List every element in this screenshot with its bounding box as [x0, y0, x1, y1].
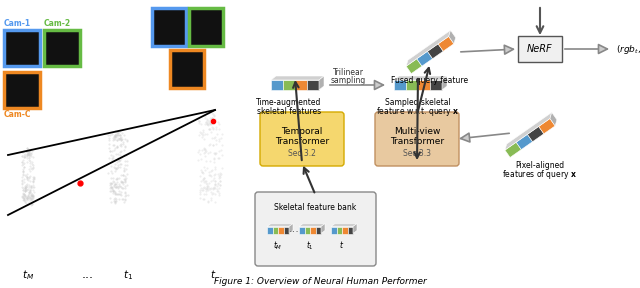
Text: $t$: $t$ — [339, 239, 344, 250]
Polygon shape — [406, 30, 451, 66]
Polygon shape — [289, 223, 293, 234]
Bar — [310, 226, 316, 234]
Text: Multi-view: Multi-view — [394, 127, 440, 136]
Bar — [305, 226, 310, 234]
Text: Trilinear: Trilinear — [333, 68, 364, 77]
Text: $\boldsymbol{d}$: $\boldsymbol{d}$ — [534, 0, 545, 3]
Polygon shape — [271, 76, 324, 80]
Bar — [4, 30, 40, 66]
Text: $t$: $t$ — [210, 268, 216, 280]
Polygon shape — [505, 112, 552, 150]
Text: Cam-C: Cam-C — [4, 110, 31, 119]
Text: Time-augmented: Time-augmented — [256, 98, 322, 107]
Polygon shape — [299, 223, 325, 226]
Text: sampling: sampling — [331, 76, 366, 85]
Text: Transformer: Transformer — [275, 137, 329, 146]
Bar — [4, 72, 40, 108]
Text: $t_M$: $t_M$ — [273, 239, 283, 251]
Text: Pixel-aligned: Pixel-aligned — [515, 161, 564, 170]
Bar — [516, 134, 532, 149]
Bar — [271, 80, 283, 90]
FancyBboxPatch shape — [375, 112, 459, 166]
Text: Fused query feature: Fused query feature — [392, 76, 468, 85]
Bar — [539, 119, 555, 134]
Bar — [505, 142, 522, 158]
Text: ...: ... — [289, 224, 300, 234]
Bar — [406, 59, 422, 74]
Bar — [284, 226, 289, 234]
Bar — [527, 126, 544, 142]
Bar — [348, 226, 353, 234]
Bar — [295, 80, 307, 90]
Bar — [438, 36, 454, 51]
Bar — [278, 226, 284, 234]
Bar — [152, 8, 186, 46]
Bar — [273, 226, 278, 234]
Bar — [299, 226, 305, 234]
Bar — [189, 8, 223, 46]
Polygon shape — [550, 112, 557, 126]
Bar — [331, 226, 337, 234]
Bar — [394, 80, 406, 90]
Bar — [283, 80, 295, 90]
Text: feature w.r.t. query $\mathbf{x}$: feature w.r.t. query $\mathbf{x}$ — [376, 105, 460, 118]
Bar — [44, 30, 80, 66]
Text: $(rgb_t, \sigma_t)$: $(rgb_t, \sigma_t)$ — [616, 43, 640, 56]
Text: skeletal features: skeletal features — [257, 107, 321, 116]
Polygon shape — [267, 223, 293, 226]
FancyBboxPatch shape — [260, 112, 344, 166]
Bar — [342, 226, 348, 234]
Polygon shape — [353, 223, 357, 234]
Bar — [307, 80, 319, 90]
Bar — [316, 226, 321, 234]
Polygon shape — [319, 76, 324, 90]
Polygon shape — [449, 30, 456, 44]
Text: $t_M$: $t_M$ — [22, 268, 34, 282]
Text: NeRF: NeRF — [527, 44, 553, 54]
Text: ...: ... — [82, 268, 94, 281]
Bar — [428, 44, 444, 59]
Bar — [418, 80, 430, 90]
Text: Figure 1: Overview of Neural Human Performer: Figure 1: Overview of Neural Human Perfo… — [214, 277, 426, 286]
Bar — [267, 226, 273, 234]
Text: Temporal: Temporal — [282, 127, 323, 136]
Text: $t_1$: $t_1$ — [123, 268, 133, 282]
Text: Sec 3.3: Sec 3.3 — [403, 149, 431, 158]
Text: Cam-2: Cam-2 — [44, 19, 71, 28]
Text: Sec 3.2: Sec 3.2 — [288, 149, 316, 158]
Polygon shape — [442, 76, 447, 90]
Polygon shape — [331, 223, 357, 226]
Bar — [430, 80, 442, 90]
Text: Transformer: Transformer — [390, 137, 444, 146]
Polygon shape — [394, 76, 447, 80]
Text: Skeletal feature bank: Skeletal feature bank — [275, 203, 356, 212]
Bar — [337, 226, 342, 234]
Bar — [417, 51, 433, 66]
Text: $t_1$: $t_1$ — [306, 239, 314, 251]
FancyBboxPatch shape — [255, 192, 376, 266]
Polygon shape — [321, 223, 325, 234]
Bar — [170, 50, 204, 88]
Text: features of query $\mathbf{x}$: features of query $\mathbf{x}$ — [502, 168, 577, 181]
Text: Sampled skeletal: Sampled skeletal — [385, 98, 451, 107]
Text: Cam-1: Cam-1 — [4, 19, 31, 28]
Bar — [406, 80, 418, 90]
FancyBboxPatch shape — [518, 36, 562, 62]
